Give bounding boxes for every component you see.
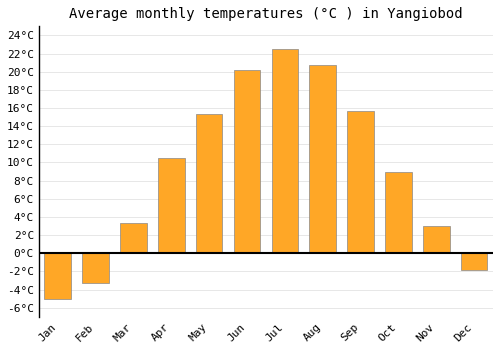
Bar — [234, 70, 260, 253]
Bar — [348, 111, 374, 253]
Bar — [423, 226, 450, 253]
Bar — [196, 114, 222, 253]
Bar — [272, 49, 298, 253]
Bar — [158, 158, 184, 253]
Bar — [461, 253, 487, 270]
Bar — [385, 172, 411, 253]
Bar — [44, 253, 71, 299]
Bar — [120, 223, 146, 253]
Bar — [310, 65, 336, 253]
Title: Average monthly temperatures (°C ) in Yangiobod: Average monthly temperatures (°C ) in Ya… — [69, 7, 462, 21]
Bar — [82, 253, 109, 283]
